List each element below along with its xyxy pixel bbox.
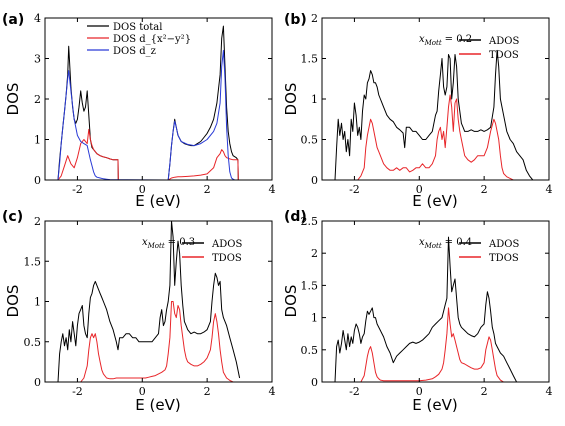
y-axis-label: DOS [4, 83, 22, 116]
xmott-var: x [419, 237, 425, 248]
x-axis-label: E (eV) [135, 396, 180, 414]
x-tick-label: 2 [204, 183, 211, 196]
legend-entry: TDOS [212, 253, 242, 264]
series-group [334, 236, 518, 382]
y-tick-label: 1.5 [301, 279, 319, 292]
panel-letter: (d) [284, 209, 307, 225]
y-tick-label: 0 [311, 376, 318, 389]
y-tick-label: 3 [34, 53, 41, 66]
legend-entry: ADOS [488, 36, 519, 47]
x-tick-label: -2 [349, 385, 360, 398]
legend: ADOS TDOS [459, 239, 519, 264]
y-axis-label: DOS [282, 83, 300, 116]
y-tick-label: 0.5 [301, 134, 319, 147]
legend-entry: TDOS [489, 253, 519, 264]
xmott-var: x [142, 237, 148, 248]
y-tick-label: 1.5 [24, 255, 42, 268]
y-tick-label: 2 [34, 215, 41, 228]
xmott-subscript: Mott [147, 242, 165, 250]
series-line-1 [57, 221, 241, 382]
series-group [57, 25, 239, 180]
y-tick-label: 0 [311, 174, 318, 187]
y-tick-label: 0.5 [24, 336, 42, 349]
y-tick-label: 2 [34, 93, 41, 106]
x-tick-label: 2 [204, 385, 211, 398]
xmott-annotation: xMott = 0.3 [142, 237, 195, 250]
x-tick-label: 0 [139, 385, 146, 398]
x-tick-label: 4 [546, 183, 553, 196]
y-tick-label: 1 [311, 312, 318, 325]
xmott-annotation: xMott = 0.2 [419, 34, 472, 47]
xmott-value: = 0.2 [445, 34, 472, 45]
x-tick-label: 0 [416, 183, 423, 196]
y-tick-label: 0 [34, 174, 41, 187]
x-axis-label: E (eV) [412, 396, 457, 414]
legend-entry: DOS d_{x²−y²} [113, 34, 191, 45]
series-line-2 [80, 301, 234, 382]
xmott-subscript: Mott [424, 39, 442, 47]
panel-letter: (a) [2, 12, 24, 28]
y-axis-label: DOS [282, 285, 300, 318]
x-tick-label: -2 [72, 183, 83, 196]
panel-letter: (c) [2, 209, 23, 225]
x-tick-label: 4 [269, 385, 276, 398]
panel-2: -2 0 2 4 0 0.5 1 1.5 2 E (eV) DOS (b) ADOS TDOS xMott =… [282, 12, 553, 210]
series-line-2 [360, 307, 504, 382]
y-tick-label: 1 [34, 134, 41, 147]
xmott-var: x [419, 34, 425, 45]
series-line-3 [57, 49, 235, 180]
x-tick-label: 0 [139, 183, 146, 196]
y-tick-label: 1 [34, 296, 41, 309]
x-tick-label: 2 [481, 385, 488, 398]
y-tick-label: 4 [34, 12, 41, 25]
xmott-subscript: Mott [424, 242, 442, 250]
y-tick-label: 0.5 [301, 344, 319, 357]
xmott-value: = 0.4 [445, 237, 472, 248]
series-line-2 [357, 94, 514, 180]
series-group [57, 221, 241, 382]
panel-4: -2 0 2 4 0 0.5 1 1.5 2 2.5 E (eV) DOS (d) ADOS TDOS xMo… [282, 209, 553, 414]
x-tick-label: 4 [546, 385, 553, 398]
series-line-2 [57, 128, 239, 180]
series-line-1 [334, 49, 534, 180]
legend: ADOS TDOS [459, 36, 519, 61]
panel-letter: (b) [284, 12, 307, 28]
x-tick-label: 2 [481, 183, 488, 196]
panel-3: -2 0 2 4 0 0.5 1 1.5 2 E (eV) DOS (c) ADOS TDOS xMott =… [2, 209, 276, 414]
legend-entry: DOS d_z [113, 46, 156, 57]
xmott-value: = 0.3 [168, 237, 195, 248]
legend-entry: ADOS [211, 239, 242, 250]
y-tick-label: 2 [311, 247, 318, 260]
x-tick-label: 0 [416, 385, 423, 398]
y-tick-label: 1 [311, 93, 318, 106]
y-tick-label: 0 [34, 376, 41, 389]
x-tick-label: -2 [349, 183, 360, 196]
y-axis-label: DOS [4, 285, 22, 318]
x-tick-label: 4 [269, 183, 276, 196]
legend-entry: ADOS [488, 239, 519, 250]
x-tick-label: -2 [72, 385, 83, 398]
x-axis-label: E (eV) [135, 192, 180, 210]
series-group [334, 49, 534, 180]
legend: ADOS TDOS [182, 239, 242, 264]
legend-entry: TDOS [489, 50, 519, 61]
series-line-1 [334, 236, 518, 382]
y-tick-label: 1.5 [301, 53, 319, 66]
axes-frame [321, 220, 550, 383]
y-tick-label: 2 [311, 12, 318, 25]
xmott-annotation: xMott = 0.4 [419, 237, 472, 250]
legend-entry: DOS total [113, 22, 162, 33]
y-tick-label: 2.5 [301, 215, 319, 228]
x-axis-label: E (eV) [412, 192, 457, 210]
